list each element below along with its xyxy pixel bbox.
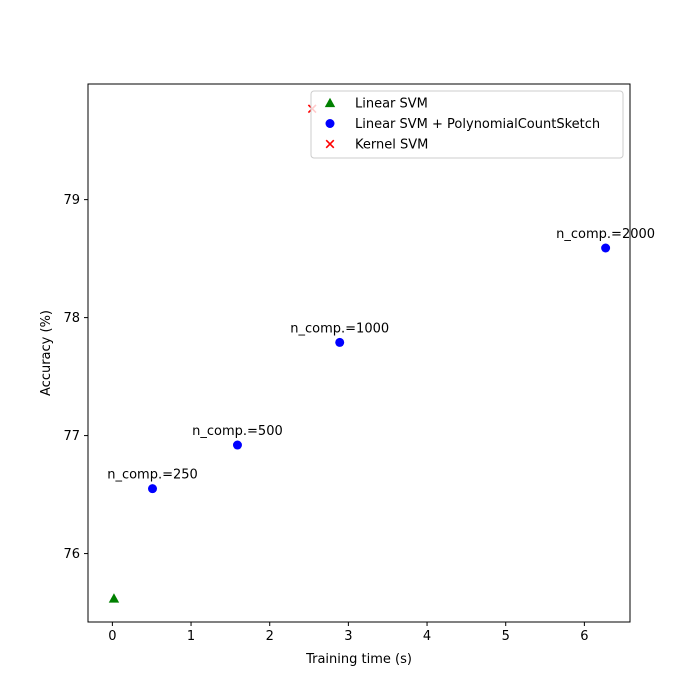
x-tick-label: 4: [423, 629, 431, 644]
y-tick-label: 77: [63, 429, 80, 444]
y-tick-label: 79: [63, 193, 80, 208]
legend-label: Kernel SVM: [355, 138, 428, 153]
y-axis-label: Accuracy (%): [39, 310, 54, 396]
legend: Linear SVM Linear SVM + PolynomialCountSk…: [310, 90, 624, 159]
point-annotation: n_comp.=2000: [556, 227, 655, 242]
data-point: [601, 243, 611, 253]
data-point: [108, 593, 120, 603]
y-tick-label: 78: [63, 311, 80, 326]
x-tick-label: 5: [502, 629, 510, 644]
x-tick-label: 2: [266, 629, 274, 644]
legend-label: Linear SVM + PolynomialCountSketch: [355, 117, 600, 132]
plot-area: [87, 83, 631, 623]
data-point: [148, 484, 158, 494]
point-annotation: n_comp.=250: [107, 468, 198, 483]
legend-label: Linear SVM: [355, 97, 428, 112]
data-points: [108, 104, 611, 603]
plot-frame: [87, 83, 631, 623]
legend-marker: [325, 139, 335, 149]
legend-marker: [324, 97, 336, 108]
point-annotation: n_comp.=1000: [290, 321, 389, 336]
x-axis-label: Training time (s): [305, 652, 412, 667]
y-tick-label: 76: [63, 547, 80, 562]
x-tick-label: 3: [344, 629, 352, 644]
x-tick-label: 6: [580, 629, 588, 644]
point-annotations: n_comp.=250 n_comp.=500 n_comp.=1000 n_comp…: [107, 227, 655, 483]
data-point: [335, 337, 345, 347]
legend-box: [310, 90, 624, 159]
data-point: [232, 440, 242, 450]
axes: 0 1 2 3 4 5 6 76 77 78 79 Training time (s) Accuracy…: [39, 193, 589, 667]
point-annotation: n_comp.=500: [192, 424, 283, 439]
x-tick-label: 0: [108, 629, 116, 644]
x-tick-label: 1: [187, 629, 195, 644]
legend-marker: [325, 119, 335, 128]
